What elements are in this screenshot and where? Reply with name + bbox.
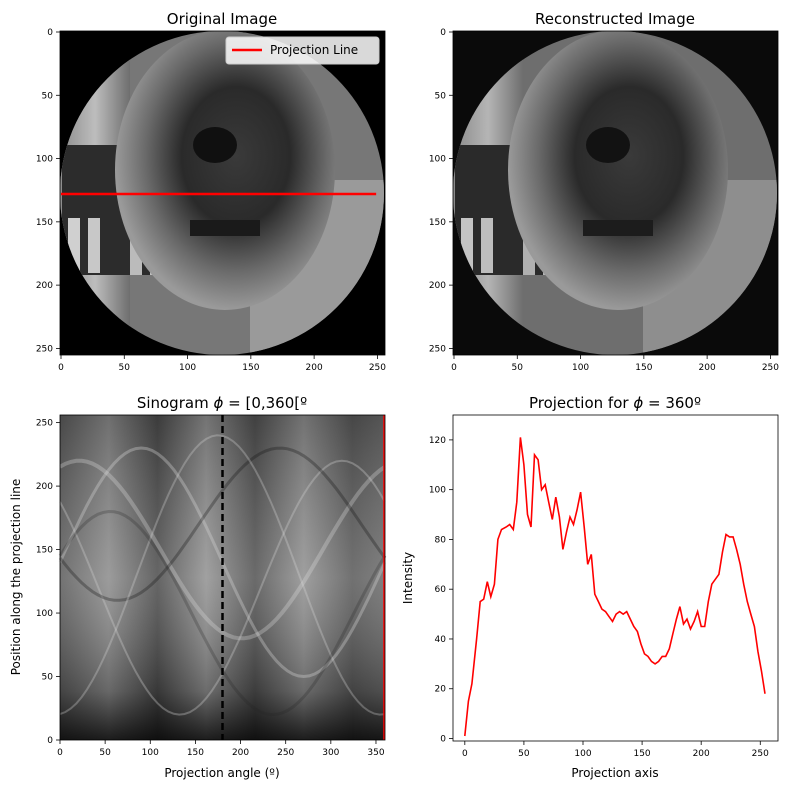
- original-image-panel: Projection Line Original Image 0 50 100 150…: [36, 10, 386, 373]
- sinogram-title: Sinogram ϕ = [0,360[º: [137, 394, 307, 412]
- reconstructed-image-ytick-label: 250: [429, 344, 446, 354]
- original-image-xtick-label: 0: [58, 363, 64, 373]
- sinogram-wave: [59, 434, 386, 716]
- reconstructed-image-xtick-label: 250: [762, 363, 779, 373]
- sinogram-wave: [59, 458, 387, 641]
- reconstructed-image-title: Reconstructed Image: [535, 10, 695, 28]
- projection-plot-ytick-label: 0: [440, 735, 446, 745]
- original-image-xtick-label: 100: [179, 363, 196, 373]
- original-image-xtick-label: 250: [369, 363, 386, 373]
- reconstructed-image-panel: Reconstructed Image 0 50 100 150 200 250 0 50 10…: [429, 10, 779, 373]
- original-image-xtick-label: 200: [306, 363, 323, 373]
- sinogram-xtick-label: 150: [187, 748, 204, 758]
- projection-plot-xtick-label: 250: [752, 749, 769, 759]
- projection-plot-frame: [452, 414, 779, 742]
- projection-plot-ytick-label: 40: [435, 635, 447, 645]
- sinogram-xlabel: Projection angle (º): [164, 766, 279, 780]
- original-image-ytick-label: 0: [47, 28, 53, 38]
- projection-plot-ytick-label: 100: [429, 486, 446, 496]
- sinogram-ytick-label: 100: [36, 609, 53, 619]
- reconstructed-image-ytick-label: 100: [429, 155, 446, 165]
- sinogram-xtick-label: 250: [277, 748, 294, 758]
- original-image-xtick-label: 50: [119, 363, 131, 373]
- sinogram-ylabel: Position along the projection line: [9, 479, 23, 676]
- projection-plot-ytick-label: 120: [429, 436, 446, 446]
- sinogram-xtick-label: 0: [57, 748, 63, 758]
- original-image-ytick-label: 100: [36, 155, 53, 165]
- original-image-xtick-label: 150: [242, 363, 259, 373]
- original-image-legend: Projection Line: [225, 36, 380, 65]
- original-image-ytick-label: 150: [36, 218, 53, 228]
- projection-plot-xtick-label: 100: [574, 749, 591, 759]
- original-image-axes: 0 50 100 150 200 250 0 50 100 150 200 250: [36, 28, 386, 373]
- sinogram-xtick-label: 100: [142, 748, 159, 758]
- reconstructed-image-ytick-label: 200: [429, 281, 446, 291]
- reconstructed-image-ytick-label: 0: [440, 28, 446, 38]
- legend-label: Projection Line: [270, 43, 358, 57]
- reconstructed-image-picture: [453, 31, 777, 355]
- reconstructed-image-xtick-label: 100: [572, 363, 589, 373]
- projection-plot-xtick-label: 0: [462, 749, 468, 759]
- projection-plot-ylabel: Intensity: [401, 552, 415, 604]
- sinogram-xtick-label: 350: [367, 748, 384, 758]
- sinogram-axes: 0 50 100 150 200 250 300 350 0 50 100 150 200 250: [36, 419, 385, 758]
- reconstructed-image-ytick-label: 150: [429, 218, 446, 228]
- sinogram-xtick-label: 50: [99, 748, 111, 758]
- original-image-title: Original Image: [167, 10, 277, 28]
- projection-plot-ytick-label: 20: [435, 685, 447, 695]
- projection-plot-ytick-label: 60: [435, 585, 447, 595]
- sinogram-ytick-label: 250: [36, 419, 53, 429]
- sinogram-xtick-label: 200: [232, 748, 249, 758]
- sinogram-ytick-label: 0: [47, 736, 53, 746]
- projection-plot-axes: 0 50 100 150 200 250 0 20 40 60 80 100 120: [429, 436, 769, 759]
- reconstructed-image-xtick-label: 150: [635, 363, 652, 373]
- original-image-frame: [59, 30, 386, 356]
- projection-series-line: [464, 437, 766, 737]
- reconstructed-image-axes: 0 50 100 150 200 250 0 50 100 150 200 250: [429, 28, 779, 373]
- sinogram-ytick-label: 150: [36, 546, 53, 556]
- projection-plot-title: Projection for ϕ = 360º: [529, 394, 701, 412]
- projection-plot-panel: Projection for ϕ = 360º Projection axis …: [401, 394, 779, 780]
- original-image-ytick-label: 50: [42, 91, 54, 101]
- original-image-ytick-label: 200: [36, 281, 53, 291]
- reconstructed-image-xtick-label: 200: [699, 363, 716, 373]
- reconstructed-image-xtick-label: 50: [512, 363, 524, 373]
- sinogram-panel: Sinogram ϕ = [0,360[º Projection angle (…: [9, 394, 387, 780]
- sinogram-wave: [58, 446, 387, 602]
- projection-plot-ytick-label: 80: [435, 535, 447, 545]
- sinogram-ytick-label: 50: [42, 673, 54, 683]
- reconstructed-image-frame: [452, 30, 779, 356]
- projection-plot-xtick-label: 50: [518, 749, 530, 759]
- original-image-picture: [60, 31, 384, 355]
- sinogram-frame: [59, 414, 386, 741]
- projection-plot-xlabel: Projection axis: [571, 766, 658, 780]
- original-image-ytick-label: 250: [36, 344, 53, 354]
- projection-plot-xtick-label: 200: [693, 749, 710, 759]
- sinogram-xtick-label: 300: [322, 748, 339, 758]
- sinogram-ytick-label: 200: [36, 482, 53, 492]
- projection-plot-xtick-label: 150: [633, 749, 650, 759]
- reconstructed-image-ytick-label: 50: [435, 91, 447, 101]
- reconstructed-image-xtick-label: 0: [451, 363, 457, 373]
